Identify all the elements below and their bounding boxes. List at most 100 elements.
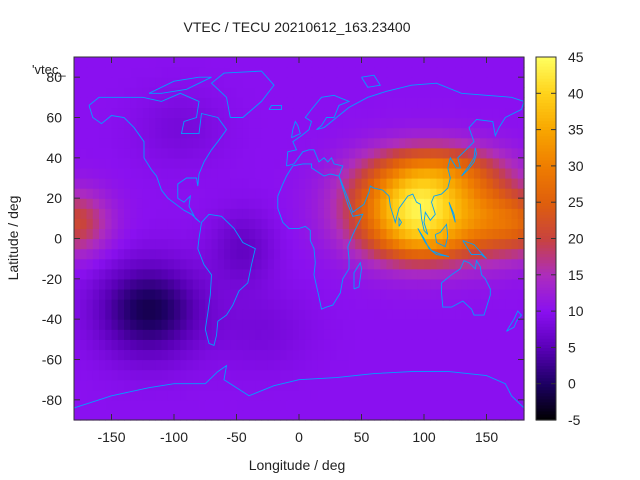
heat-cell [330,389,338,401]
heat-cell [124,349,131,361]
heat-cell [286,288,294,300]
heat-cell [280,389,288,401]
heat-cell [311,228,319,240]
heat-cell [324,117,331,129]
colorbar-segment [536,302,556,306]
heat-cell [411,278,419,290]
heat-cell [111,117,119,129]
heat-cell [192,77,200,88]
heat-cell [442,379,450,391]
heat-cell [267,57,275,68]
heat-cell [299,147,306,159]
colorbar-segment [536,238,556,243]
heat-cell [92,248,100,260]
heat-cell [511,188,519,199]
heat-cell [449,218,456,230]
heat-cell [142,117,150,129]
heat-cell [249,399,256,411]
heat-cell [461,218,469,230]
heat-cell [236,137,244,149]
heat-cell [180,258,188,270]
heat-cell [86,258,94,270]
heat-cell [105,228,113,240]
heat-cell [430,349,438,361]
heat-cell [461,389,469,401]
heat-cell [155,359,163,371]
heat-cell [336,127,344,139]
heat-cell [174,309,181,320]
heat-cell [305,268,313,280]
heat-cell [417,198,425,209]
heat-cell [330,409,338,421]
heat-cell [111,238,119,250]
heat-cell [430,379,438,391]
heat-cell [142,319,150,330]
heat-cell [86,278,94,290]
heat-cell [267,389,275,401]
heat-cell [192,167,200,179]
heat-cell [411,77,419,88]
heat-cell [517,299,525,310]
heat-cell [324,218,331,230]
heat-cell [474,188,481,199]
heat-cell [180,208,188,219]
heat-cell [392,57,400,68]
heat-cell [74,67,81,78]
heat-cell [442,278,450,290]
colorbar-segment [536,156,556,161]
heat-cell [367,299,375,310]
heat-cell [499,359,506,371]
heat-cell [74,309,81,320]
heat-cell [311,288,319,300]
heat-cell [380,258,388,270]
heat-cell [255,238,263,250]
heat-cell [517,127,525,139]
heat-cell [355,198,363,209]
heat-cell [305,359,313,371]
heat-cell [292,178,300,189]
heat-cell [436,359,444,371]
heat-cell [267,409,275,421]
heat-cell [349,319,356,330]
heat-cell [224,117,231,129]
heat-cell [517,258,525,270]
heat-cell [155,157,163,169]
heat-cell [255,77,263,88]
heat-cell [224,248,231,260]
heat-cell [474,389,481,401]
heat-cell [411,288,419,300]
heat-cell [224,107,231,119]
colorbar-segment [536,413,556,418]
colorbar-segment [536,380,556,385]
heat-cell [355,218,363,230]
heat-cell [286,198,294,209]
heat-cell [124,389,131,401]
heat-cell [392,409,400,421]
heat-cell [105,57,113,68]
coastline [431,250,450,258]
heat-cell [80,288,88,300]
heat-cell [486,248,494,260]
heat-cell [505,228,513,240]
heat-cell [299,218,306,230]
heat-cell [505,198,513,209]
heat-cell [92,389,100,401]
heat-cell [455,309,463,320]
heat-cell [517,67,525,78]
heat-cell [224,369,231,381]
heat-cell [192,339,200,351]
heat-cell [467,329,475,340]
heat-cell [136,167,144,179]
heat-cell [367,167,375,179]
heat-cell [186,147,194,159]
heat-cell [274,248,281,260]
heat-cell [236,218,244,230]
heat-cell [311,268,319,280]
heat-cell [136,218,144,230]
colorbar-tick-label: 0 [568,376,576,392]
heat-cell [105,127,113,139]
heat-cell [367,339,375,351]
heat-cell [367,359,375,371]
heat-cell [430,198,438,209]
heat-cell [436,147,444,159]
